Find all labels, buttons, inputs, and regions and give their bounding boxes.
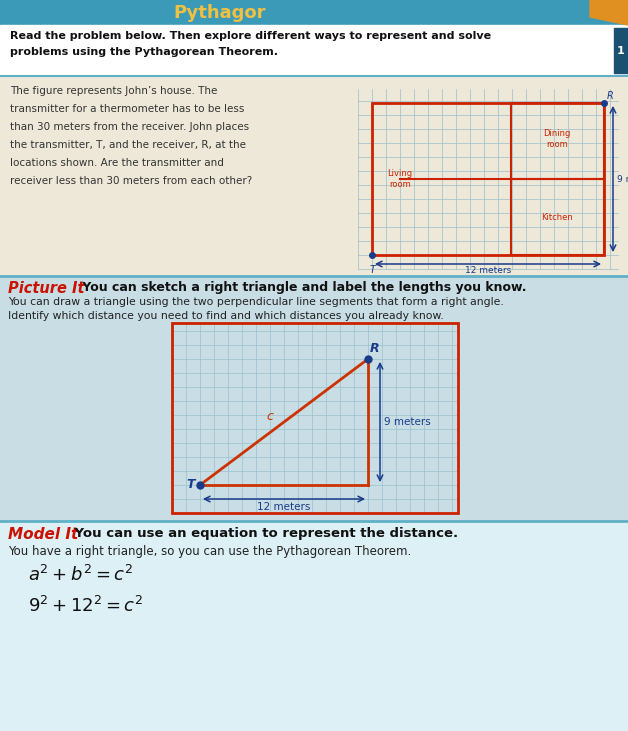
Text: than 30 meters from the receiver. John places: than 30 meters from the receiver. John p…	[10, 122, 249, 132]
Bar	[614, 28, 628, 73]
Text: You have a right triangle, so you can use the Pythagorean Theorem.: You have a right triangle, so you can us…	[8, 545, 411, 558]
Text: locations shown. Are the transmitter and: locations shown. Are the transmitter and	[10, 158, 224, 168]
Text: Dining
room: Dining room	[543, 129, 571, 149]
Text: Model It: Model It	[8, 527, 78, 542]
Text: T: T	[370, 265, 376, 275]
Text: $9^2 + 12^2 = c^2$: $9^2 + 12^2 = c^2$	[28, 596, 143, 616]
Text: 1: 1	[617, 46, 625, 56]
Text: Identify which distance you need to find and which distances you already know.: Identify which distance you need to find…	[8, 311, 444, 321]
Text: You can sketch a right triangle and label the lengths you know.: You can sketch a right triangle and labe…	[78, 281, 526, 294]
Text: Living
room: Living room	[387, 169, 413, 189]
Bar	[172, 323, 458, 513]
Text: c: c	[266, 411, 273, 423]
Text: the transmitter, T, and the receiver, R, at the: the transmitter, T, and the receiver, R,…	[10, 140, 246, 150]
Bar	[0, 276, 628, 521]
Bar	[0, 0, 628, 25]
Bar	[372, 103, 604, 255]
Text: T: T	[187, 479, 195, 491]
Text: Pythagor: Pythagor	[174, 4, 266, 22]
Text: Kitchen: Kitchen	[541, 213, 573, 221]
Text: You can use an equation to represent the distance.: You can use an equation to represent the…	[70, 527, 458, 540]
Text: Picture It: Picture It	[8, 281, 85, 296]
Polygon shape	[590, 0, 628, 25]
Text: R: R	[607, 91, 614, 101]
Bar	[511, 179, 604, 255]
Text: 9 meters: 9 meters	[617, 175, 628, 183]
Text: $a^2 + b^2 = c^2$: $a^2 + b^2 = c^2$	[28, 565, 133, 585]
Bar	[511, 103, 604, 179]
Text: Read the problem below. Then explore different ways to represent and solve
probl: Read the problem below. Then explore dif…	[10, 31, 491, 56]
Text: R: R	[370, 342, 379, 355]
Text: 12 meters: 12 meters	[257, 502, 311, 512]
Bar	[0, 25, 628, 76]
Text: 12 meters: 12 meters	[465, 266, 511, 275]
Bar	[0, 521, 628, 731]
Text: receiver less than 30 meters from each other?: receiver less than 30 meters from each o…	[10, 176, 252, 186]
Text: 9 meters: 9 meters	[384, 417, 431, 427]
Text: You can draw a triangle using the two perpendicular line segments that form a ri: You can draw a triangle using the two pe…	[8, 297, 504, 307]
Bar	[0, 76, 628, 276]
Text: The figure represents John’s house. The: The figure represents John’s house. The	[10, 86, 217, 96]
Text: transmitter for a thermometer has to be less: transmitter for a thermometer has to be …	[10, 104, 244, 114]
